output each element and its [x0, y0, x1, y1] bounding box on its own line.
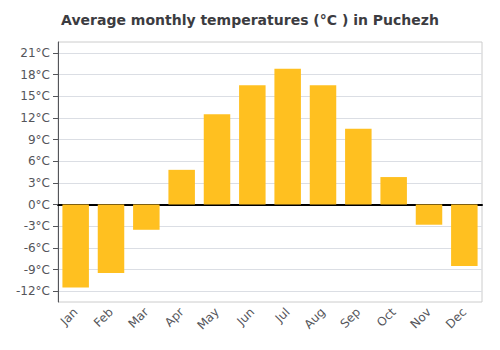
svg-text:Nov: Nov — [408, 305, 434, 331]
svg-text:Mar: Mar — [125, 305, 151, 331]
svg-text:-6°C: -6°C — [24, 241, 50, 255]
svg-text:Average monthly temperatures (: Average monthly temperatures (°C ) in Pu… — [61, 12, 439, 28]
svg-text:21°C: 21°C — [20, 46, 50, 60]
svg-text:Jun: Jun — [233, 305, 257, 329]
svg-text:Oct: Oct — [374, 305, 399, 330]
svg-text:Dec: Dec — [443, 305, 469, 331]
svg-text:9°C: 9°C — [28, 133, 50, 147]
svg-text:Feb: Feb — [91, 305, 116, 330]
svg-text:6°C: 6°C — [28, 154, 50, 168]
svg-text:Apr: Apr — [162, 305, 187, 330]
svg-text:May: May — [195, 305, 222, 332]
svg-text:Jan: Jan — [57, 305, 81, 329]
svg-text:3°C: 3°C — [28, 176, 50, 190]
svg-text:-3°C: -3°C — [24, 219, 50, 233]
svg-text:-9°C: -9°C — [24, 263, 50, 277]
svg-text:18°C: 18°C — [20, 68, 50, 82]
svg-text:Sep: Sep — [337, 305, 363, 331]
svg-text:12°C: 12°C — [20, 111, 50, 125]
svg-text:-12°C: -12°C — [16, 284, 50, 298]
svg-text:15°C: 15°C — [20, 89, 50, 103]
svg-text:0°C: 0°C — [28, 198, 50, 212]
svg-text:Aug: Aug — [301, 305, 327, 331]
svg-text:Jul: Jul — [272, 305, 293, 326]
